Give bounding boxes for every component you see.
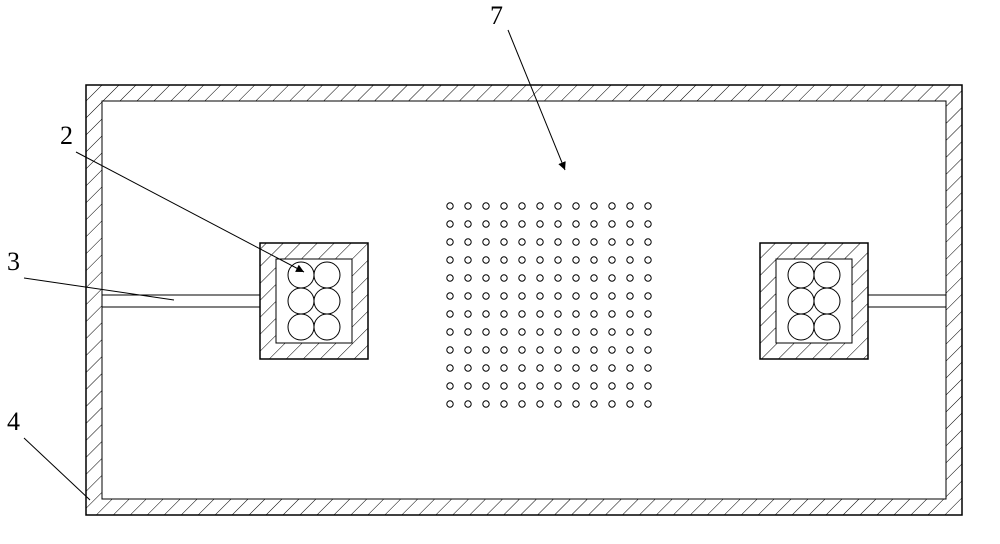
- diagram-root: 7 2 3 4: [0, 0, 1000, 544]
- diagram-svg: 7 2 3 4: [0, 0, 1000, 544]
- svg-text:3: 3: [7, 247, 20, 276]
- svg-text:7: 7: [490, 1, 503, 30]
- svg-text:2: 2: [60, 121, 73, 150]
- svg-text:4: 4: [7, 407, 20, 436]
